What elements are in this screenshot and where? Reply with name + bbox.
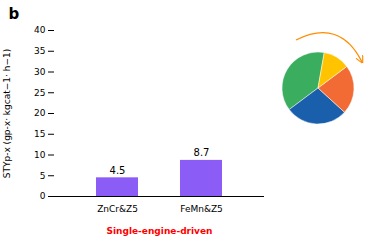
svg-text:STYp-x (gp-x· kgcat−1· h−1): STYp-x (gp-x· kgcat−1· h−1) xyxy=(2,49,12,178)
svg-text:ZnCr&Z5: ZnCr&Z5 xyxy=(97,204,138,214)
svg-text:FeMn&Z5: FeMn&Z5 xyxy=(180,204,223,214)
svg-text:5: 5 xyxy=(40,171,46,181)
svg-text:25: 25 xyxy=(34,88,45,98)
svg-text:40: 40 xyxy=(34,25,46,35)
svg-text:30: 30 xyxy=(34,67,46,77)
svg-text:10: 10 xyxy=(34,150,46,160)
svg-text:15: 15 xyxy=(34,129,45,139)
svg-text:0: 0 xyxy=(40,191,46,201)
svg-text:20: 20 xyxy=(34,108,46,118)
svg-text:35: 35 xyxy=(34,46,45,56)
svg-text:b: b xyxy=(9,5,20,23)
svg-text:Single-engine-driven: Single-engine-driven xyxy=(107,226,213,236)
svg-text:4.5: 4.5 xyxy=(110,165,126,176)
svg-text:8.7: 8.7 xyxy=(194,147,210,158)
